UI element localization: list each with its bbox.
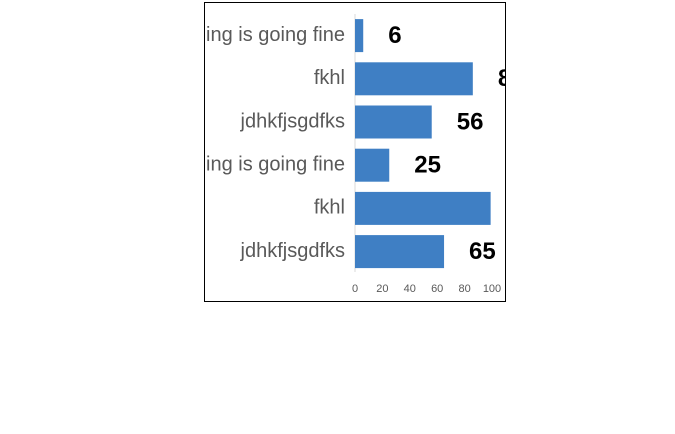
data-label: 25 — [414, 152, 441, 179]
bar — [355, 62, 473, 96]
y-tick-label: fkhl — [314, 67, 345, 89]
data-label: 56 — [457, 108, 484, 135]
bar — [355, 105, 432, 139]
x-tick-label: 20 — [376, 283, 388, 295]
bar — [355, 235, 445, 269]
bar — [355, 191, 491, 225]
data-label: 86 — [498, 65, 525, 92]
data-label: 65 — [469, 238, 496, 265]
chart: 0 20 40 60 80 100 ing is going fine 6 fkhl 86 jdhk… — [206, 14, 543, 295]
y-tick-label: ing is going fine — [206, 153, 345, 175]
data-label: 99 — [516, 195, 543, 222]
y-tick-label: ing is going fine — [206, 24, 345, 46]
bar — [355, 19, 364, 53]
x-tick-label: 100 — [483, 283, 501, 295]
y-tick-label: fkhl — [314, 197, 345, 219]
bar — [355, 148, 390, 182]
x-tick-label: 0 — [352, 283, 358, 295]
data-label: 6 — [388, 22, 401, 49]
y-tick-label: jdhkfjsgdfks — [240, 240, 346, 262]
x-tick-label: 80 — [458, 283, 470, 295]
x-tick-label: 40 — [404, 283, 416, 295]
y-tick-label: jdhkfjsgdfks — [240, 110, 346, 132]
x-tick-label: 60 — [431, 283, 443, 295]
